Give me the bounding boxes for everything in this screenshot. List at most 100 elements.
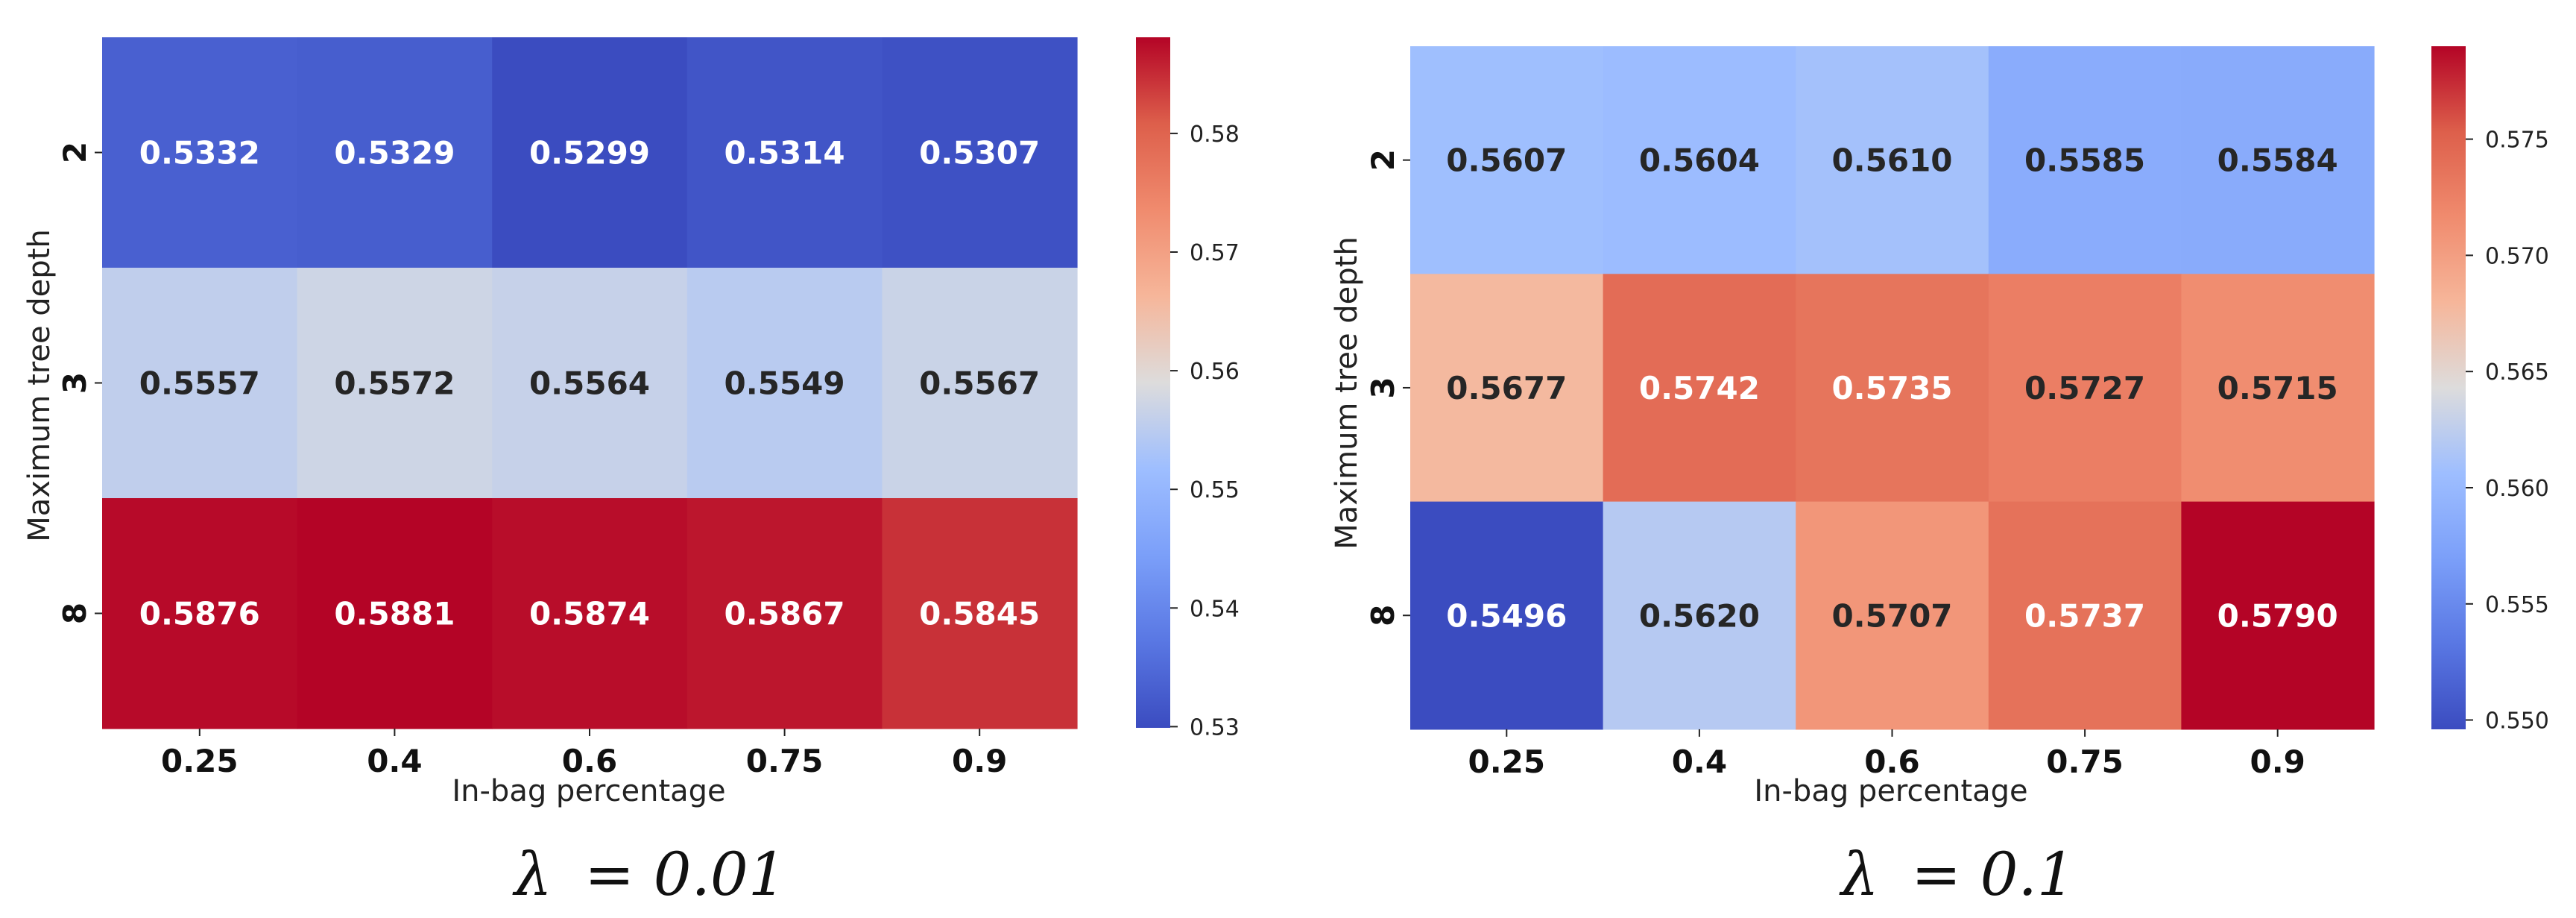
x-tick-label: 0.4 [367,743,422,779]
heatmap-cell [492,37,688,268]
x-tick-label: 0.6 [562,743,617,779]
caption-value: = 0.01 [584,840,786,909]
heatmap-cell [2181,46,2375,274]
heatmap-cell [492,498,688,729]
heatmap-cell [297,498,493,729]
x-tick-label: 0.25 [1468,743,1545,780]
caption-value: = 0.1 [1911,840,2075,909]
cell-value-label: 0.5299 [529,135,650,172]
cell-value-label: 0.5329 [334,135,455,172]
cell-value-label: 0.5727 [2024,370,2145,406]
y-tick-labels: 2 3 8 [57,142,102,624]
y-axis-label: Maximum tree depth [22,229,57,541]
cell-value-label: 0.5584 [2217,142,2338,179]
heatmap-cell [1796,501,1989,730]
cell-value-label: 0.5557 [139,365,260,402]
heatmap-cell [1988,501,2182,730]
colorbar-tick-label: 0.570 [2485,243,2549,269]
cell-value-label: 0.5737 [2024,597,2145,634]
cell-value-label: 0.5567 [919,365,1040,402]
colorbar-tick-label: 0.55 [1190,477,1240,503]
cell-value-label: 0.5742 [1639,370,1760,406]
colorbar [2431,46,2466,729]
cell-value-label: 0.5332 [139,135,260,172]
cell-value-label: 0.5585 [2024,142,2145,179]
heatmap-cell [1410,501,1604,730]
y-axis-label: Maximum tree depth [1330,236,1364,549]
heatmap-cell [492,268,688,499]
colorbar-tick-label: 0.58 [1190,122,1240,148]
cell-value-label: 0.5876 [139,596,260,632]
y-tick-label: 8 [1365,605,1401,626]
cell-value-label: 0.5314 [724,135,845,172]
lambda-caption: λ = 0.1 [1839,840,2075,909]
heatmap-cell [1603,274,1796,503]
caption-symbol: λ [512,840,552,909]
heatmap-cell [686,268,883,499]
heatmap-panel-lambda-0-1: 0.5607 0.5604 0.5610 0.5585 0.5584 0.5677 0.57… [1330,46,2549,909]
cell-value-label: 0.5881 [334,596,455,632]
colorbar-tick-label: 0.53 [1190,714,1240,741]
heatmap-cell [1988,274,2182,503]
colorbar-tick-label: 0.575 [2485,128,2549,154]
cell-value-label: 0.5874 [529,596,650,632]
colorbar-tick-label: 0.54 [1190,596,1240,622]
x-tick-label: 0.9 [2250,743,2305,780]
colorbar-tick-label: 0.56 [1190,359,1240,385]
heatmap-cell [882,498,1078,729]
cell-value-label: 0.5707 [1831,597,1952,634]
heatmap-cell [2181,274,2375,503]
x-tick-label: 0.9 [952,743,1007,779]
x-tick-label: 0.25 [161,743,239,779]
heatmap-cell [102,498,298,729]
cell-value-label: 0.5620 [1639,597,1760,634]
cell-value-label: 0.5677 [1446,370,1567,406]
cell-value-label: 0.5564 [529,365,650,402]
x-tick-labels: 0.25 0.4 0.6 0.75 0.9 [1468,729,2305,780]
x-tick-label: 0.4 [1672,743,1727,780]
cell-value-label: 0.5496 [1446,597,1567,634]
heatmap-cell [2181,501,2375,730]
cell-value-label: 0.5549 [724,365,845,402]
cell-value-label: 0.5610 [1831,142,1952,179]
colorbar-tick-label: 0.57 [1190,240,1240,266]
heatmap-cell [882,37,1078,268]
heatmap-cell [102,37,298,268]
heatmap-cell [1988,46,2182,274]
heatmap-cell [102,268,298,499]
x-tick-label: 0.75 [2046,743,2124,780]
heatmap-cell [297,268,493,499]
heatmap-cell [1410,274,1604,503]
cell-value-label: 0.5572 [334,365,455,402]
x-tick-labels: 0.25 0.4 0.6 0.75 0.9 [161,729,1007,779]
x-axis-label: In-bag percentage [452,774,725,808]
heatmap-cell [1603,501,1796,730]
y-tick-label: 8 [57,603,93,624]
cell-value-label: 0.5790 [2217,597,2338,634]
heatmap-cells: 0.5332 0.5329 0.5299 0.5314 0.5307 0.5557 0.55… [102,37,1078,729]
y-tick-label: 2 [57,142,93,163]
colorbar-ticks: 0.550 0.555 0.560 0.565 0.570 0.575 [2466,128,2549,735]
heatmap-cell [297,37,493,268]
colorbar-tick-label: 0.555 [2485,592,2549,618]
y-tick-label: 3 [57,372,93,394]
colorbar-ticks: 0.53 0.54 0.55 0.56 0.57 0.58 [1170,122,1240,741]
colorbar-tick-label: 0.560 [2485,476,2549,502]
heatmap-cell [1603,46,1796,274]
cell-value-label: 0.5307 [919,135,1040,172]
colorbar [1136,37,1170,728]
lambda-caption: λ = 0.01 [512,840,786,909]
colorbar-tick-label: 0.550 [2485,708,2549,735]
heatmap-cell [882,268,1078,499]
cell-value-label: 0.5867 [724,596,845,632]
heatmap-cell [686,498,883,729]
heatmap-cells: 0.5607 0.5604 0.5610 0.5585 0.5584 0.5677 0.57… [1410,46,2375,730]
cell-value-label: 0.5735 [1831,370,1952,406]
y-tick-label: 3 [1365,377,1401,398]
y-tick-labels: 2 3 8 [1365,149,1410,626]
heatmap-cell [1796,46,1989,274]
cell-value-label: 0.5845 [919,596,1040,632]
x-axis-label: In-bag percentage [1754,774,2027,808]
